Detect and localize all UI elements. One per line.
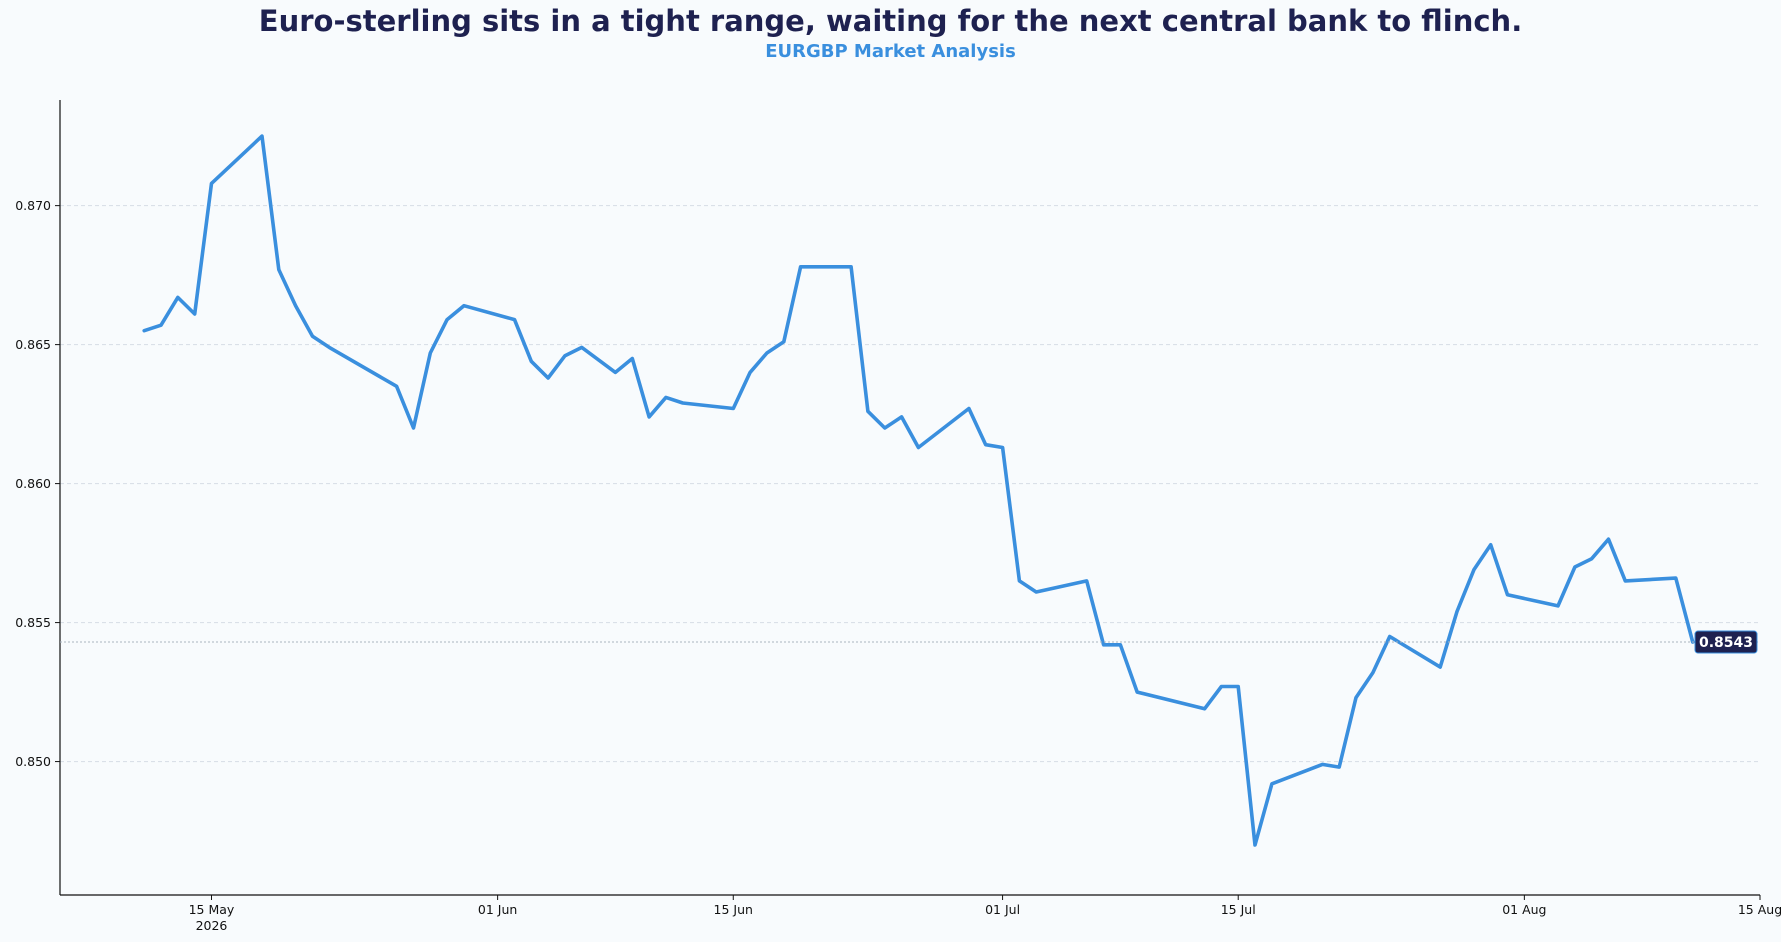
y-tick-label: 0.860 [15, 476, 51, 491]
y-tick-label: 0.870 [15, 198, 51, 213]
axes [55, 100, 1761, 900]
y-tick-label: 0.855 [15, 615, 51, 630]
x-tick-label: 15 Aug [1738, 902, 1781, 917]
chart-subtitle: EURGBP Market Analysis [765, 41, 1016, 62]
grid-lines [60, 205, 1760, 763]
x-tick-label: 01 Jul [985, 902, 1020, 917]
y-tick-label: 0.865 [15, 337, 51, 352]
x-tick-label: 15 Jun [714, 902, 753, 917]
last-value-badge [1694, 630, 1758, 654]
last-value-marker: 0.8543 [60, 630, 1760, 654]
y-tick-label: 0.850 [15, 754, 51, 769]
chart-title: Euro-sterling sits in a tight range, wai… [258, 4, 1523, 38]
last-value-label: 0.8543 [1699, 635, 1753, 651]
x-tick-sublabel: 2026 [196, 918, 228, 933]
x-tick-label: 01 Aug [1502, 902, 1546, 917]
x-tick-label: 15 Jul [1221, 902, 1256, 917]
series-line [142, 134, 1695, 847]
x-tick-label: 01 Jun [478, 902, 517, 917]
series-layer [142, 134, 1695, 847]
x-tick-label: 15 May [189, 902, 235, 917]
